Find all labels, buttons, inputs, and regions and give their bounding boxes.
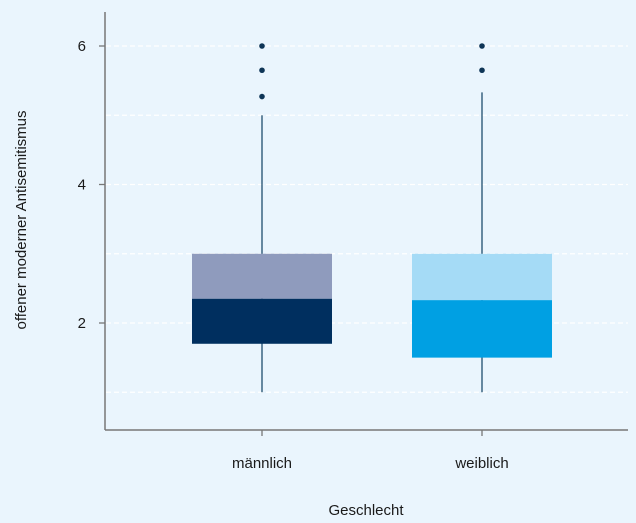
outlier-mannlich-1 <box>259 93 265 100</box>
axis-layer <box>99 12 628 436</box>
box-upper-weiblich <box>412 253 552 301</box>
outlier-weiblich-1 <box>479 67 485 74</box>
box-layer <box>192 43 552 393</box>
y-tick-label-6: 6 <box>78 38 86 55</box>
box-upper-mannlich <box>192 253 332 299</box>
x-axis-title: Geschlecht <box>328 502 404 519</box>
label-layer: 2 4 6 männlich weiblich <box>78 38 509 472</box>
outlier-mannlich-3 <box>259 43 265 49</box>
box-lower-mannlich <box>192 298 332 344</box>
outlier-mannlich-2 <box>259 67 265 74</box>
box-lower-weiblich <box>412 300 552 358</box>
outlier-weiblich-2 <box>479 43 485 49</box>
y-tick-label-2: 2 <box>78 315 86 332</box>
x-tick-label-mannlich: männlich <box>232 455 292 472</box>
y-axis-title: offener moderner Antisemitismus <box>13 111 30 330</box>
x-tick-label-weiblich: weiblich <box>454 455 508 472</box>
y-tick-label-4: 4 <box>78 177 86 194</box>
box-group-mannlich <box>192 43 332 393</box>
box-group-weiblich <box>412 43 552 393</box>
